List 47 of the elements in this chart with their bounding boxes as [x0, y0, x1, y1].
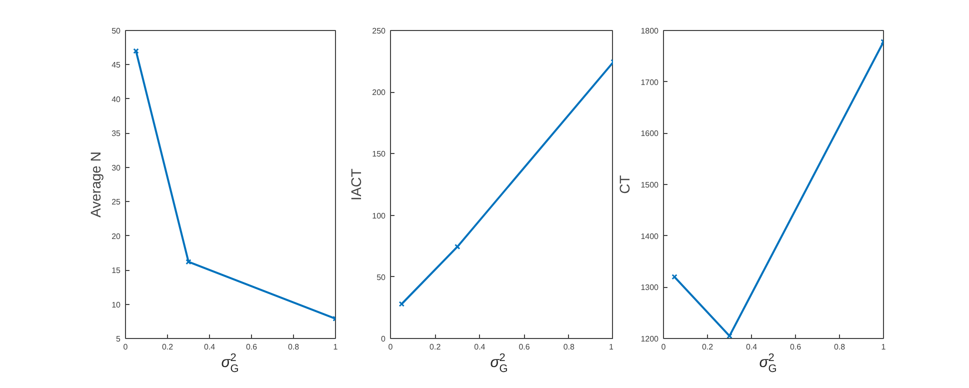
y-tick-label: 30 — [112, 163, 122, 172]
y-tick-label: 1400 — [640, 232, 660, 241]
x-tick-label: 0.8 — [834, 342, 846, 352]
y-tick-label: 1500 — [640, 180, 660, 190]
y-tick-label: 15 — [112, 266, 122, 276]
x-tick-label: 1 — [609, 342, 614, 352]
y-tick-label: 1700 — [640, 78, 660, 87]
x-tick-label: 0.4 — [746, 342, 758, 352]
y-axis-title: IACT — [348, 168, 364, 200]
y-tick-label: 25 — [112, 198, 122, 207]
y-tick-label: 50 — [376, 272, 386, 282]
y-tick-label: 40 — [112, 94, 122, 104]
x-tick-label: 0.6 — [518, 342, 530, 352]
y-tick-label: 150 — [372, 150, 386, 159]
y-axis-title: Average N — [88, 152, 104, 218]
y-tick-label: 20 — [112, 232, 122, 241]
y-tick-label: 1200 — [640, 334, 660, 344]
y-tick-label: 1300 — [640, 283, 660, 292]
y-tick-label: 35 — [112, 129, 122, 138]
x-tick-label: 0.2 — [162, 342, 174, 352]
x-tick-label: 0.4 — [204, 342, 216, 352]
x-tick-label: 0.6 — [790, 342, 802, 352]
y-tick-label: 100 — [372, 211, 386, 220]
y-tick-label: 1600 — [640, 129, 660, 138]
x-tick-label: 1 — [881, 342, 886, 352]
y-tick-label: 0 — [381, 334, 386, 344]
x-tick-label: 1 — [333, 342, 338, 352]
x-tick-label: 0.2 — [430, 342, 442, 352]
y-tick-label: 10 — [112, 300, 122, 310]
x-tick-label: 0.2 — [702, 342, 714, 352]
point — [726, 333, 732, 338]
x-tick-label: 0.8 — [288, 342, 300, 352]
x-tick-label: 0 — [388, 342, 394, 352]
y-tick-label: 250 — [372, 26, 386, 36]
x-tick-label: 0.4 — [474, 342, 486, 352]
y-tick-label: 1800 — [640, 26, 660, 36]
point — [454, 244, 460, 250]
x-tick-label: 0 — [661, 342, 666, 352]
y-axis-title: CT — [616, 174, 633, 194]
y-tick-label: 45 — [112, 60, 122, 70]
x-tick-label: 0 — [123, 342, 128, 352]
point — [186, 258, 192, 265]
x-tick-label: 0.8 — [563, 342, 576, 352]
y-tick-label: 200 — [372, 88, 386, 98]
x-tick-label: 0.6 — [246, 342, 258, 352]
y-tick-label: 5 — [116, 334, 122, 344]
y-tick-label: 50 — [112, 26, 122, 36]
